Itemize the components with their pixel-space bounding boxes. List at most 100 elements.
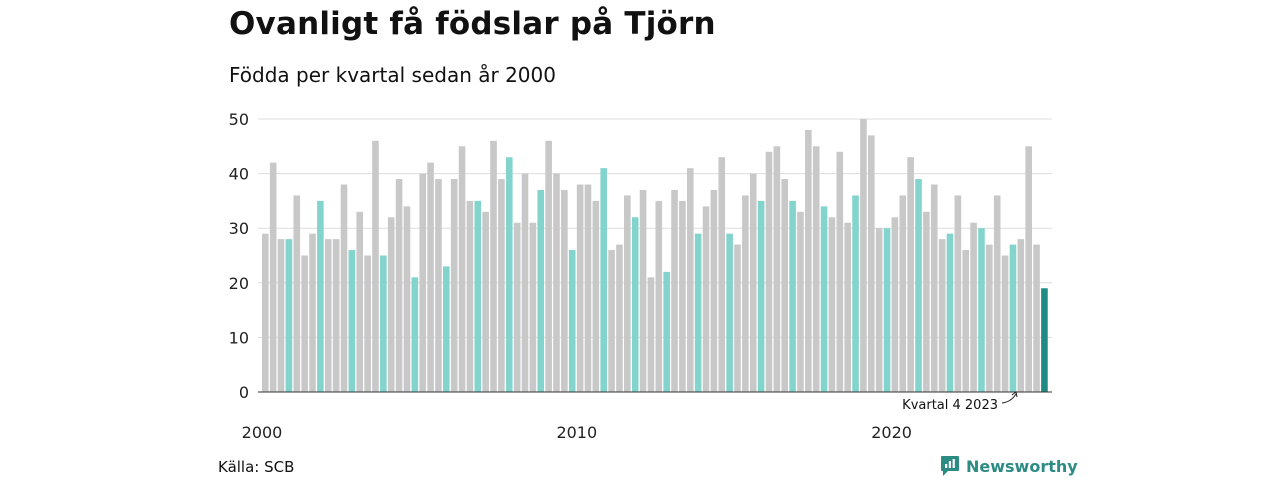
bar <box>600 168 608 392</box>
bar <box>734 244 741 392</box>
bar <box>458 146 466 392</box>
bar <box>852 195 859 392</box>
bar <box>513 222 521 392</box>
annotation-arrowhead <box>1011 391 1018 398</box>
bar <box>505 157 513 392</box>
bar <box>348 250 356 392</box>
bar <box>993 195 1001 392</box>
bar <box>962 250 970 392</box>
source-note: Källa: SCB <box>218 458 295 476</box>
bar <box>395 179 403 392</box>
bar <box>899 195 907 392</box>
bar <box>608 250 615 392</box>
bar <box>773 146 781 392</box>
bar <box>679 200 686 392</box>
bar <box>521 173 529 392</box>
bar <box>915 179 922 392</box>
bar <box>332 239 340 392</box>
bar <box>474 200 482 392</box>
bar <box>262 233 269 392</box>
y-tick-label: 20 <box>229 274 249 293</box>
bar <box>568 250 576 392</box>
bar <box>946 233 954 392</box>
bar <box>419 173 426 392</box>
bar <box>765 151 773 392</box>
bar <box>1025 146 1032 392</box>
bar <box>340 184 348 392</box>
bar <box>435 179 442 392</box>
bar <box>757 200 765 392</box>
bar <box>309 233 316 392</box>
annotation-label: Kvartal 4 2023 <box>902 398 998 413</box>
bar <box>624 195 631 392</box>
newsworthy-logo-icon <box>941 456 959 476</box>
bar <box>860 119 867 392</box>
bar <box>631 217 639 392</box>
bar <box>647 277 655 392</box>
bar <box>529 222 537 392</box>
bar <box>584 184 592 392</box>
brand-name: Newsworthy <box>966 456 1078 476</box>
y-tick-label: 10 <box>229 328 249 347</box>
x-tick-label: 2010 <box>556 423 597 442</box>
bar <box>694 233 702 392</box>
bar <box>372 140 379 392</box>
bar <box>812 146 820 392</box>
brand-logo: Newsworthy <box>940 455 1078 477</box>
bar <box>639 189 647 392</box>
bar <box>781 179 789 392</box>
x-tick-label: 2020 <box>871 423 912 442</box>
bar <box>875 228 883 392</box>
bar <box>805 129 812 393</box>
bar <box>403 206 411 392</box>
bar <box>301 255 308 392</box>
bar <box>686 168 694 392</box>
bar <box>269 162 277 392</box>
bar <box>836 151 844 392</box>
bar <box>718 157 726 392</box>
bar <box>1017 239 1025 392</box>
bar <box>663 271 670 392</box>
bar <box>954 195 962 392</box>
bar <box>576 184 584 392</box>
bar <box>293 195 301 392</box>
bar <box>1001 255 1009 392</box>
bar <box>443 266 450 392</box>
y-tick-label: 30 <box>229 219 249 238</box>
bar <box>498 179 505 392</box>
bar <box>1041 288 1048 392</box>
bar <box>1033 244 1040 392</box>
bar <box>427 162 434 392</box>
bar <box>820 206 828 392</box>
bar <box>277 239 285 392</box>
bar <box>702 206 710 392</box>
bar <box>970 222 977 392</box>
annotation-arrow <box>1001 393 1017 404</box>
bar <box>490 140 497 392</box>
bar <box>978 228 985 392</box>
bar <box>482 211 489 392</box>
bar <box>466 200 474 392</box>
bar <box>553 173 560 392</box>
bar <box>592 200 600 392</box>
bar <box>450 179 458 392</box>
bar <box>1009 244 1017 392</box>
bar <box>387 217 395 392</box>
bar <box>938 239 946 392</box>
bar <box>380 255 387 392</box>
bar <box>356 211 364 392</box>
bar <box>411 277 419 392</box>
bar <box>923 211 930 392</box>
x-tick-label: 2000 <box>242 423 283 442</box>
bar <box>797 211 804 392</box>
chart-subtitle: Födda per kvartal sedan år 2000 <box>229 63 556 87</box>
bar <box>671 189 678 392</box>
bar <box>655 200 663 392</box>
bar <box>883 228 891 392</box>
bar <box>828 217 836 392</box>
bar <box>867 135 875 392</box>
chart-title: Ovanligt få födslar på Tjörn <box>229 6 716 42</box>
bar <box>986 244 993 392</box>
bar <box>545 140 552 392</box>
